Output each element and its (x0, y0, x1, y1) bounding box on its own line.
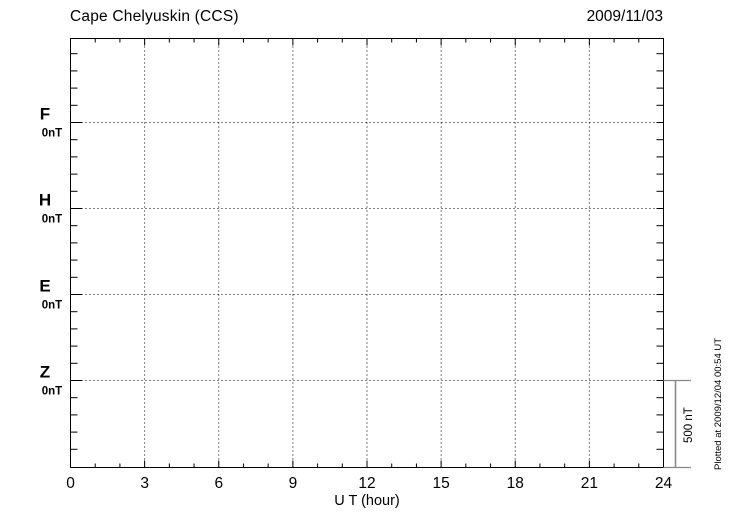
x-tick-label: 24 (655, 475, 673, 492)
channel-label: F (40, 105, 50, 124)
x-tick-label: 12 (358, 475, 375, 492)
channel-baseline-label: 0nT (42, 214, 62, 226)
x-tick-label: 18 (507, 475, 524, 492)
x-tick-label: 6 (214, 475, 223, 492)
x-tick-label: 0 (66, 475, 75, 492)
plot-title: Cape Chelyuskin (CCS) (70, 8, 239, 25)
plotted-at-note: Plotted at 2009/12/04 00:54 UT (713, 338, 724, 470)
channel-label: Z (40, 363, 50, 382)
x-tick-label: 3 (140, 475, 149, 492)
channel-baseline-label: 0nT (42, 386, 62, 398)
x-tick-label: 9 (289, 475, 298, 492)
plot-date: 2009/11/03 (586, 8, 663, 25)
channel-label: E (39, 277, 50, 296)
x-axis-label: U T (hour) (334, 493, 400, 509)
channel-baseline-label: 0nT (42, 128, 62, 140)
scale-bar-label: 500 nT (683, 407, 695, 443)
x-tick-label: 21 (581, 475, 598, 492)
x-tick-label: 15 (433, 475, 450, 492)
channel-baseline-label: 0nT (42, 300, 62, 312)
channel-label: H (39, 191, 51, 210)
